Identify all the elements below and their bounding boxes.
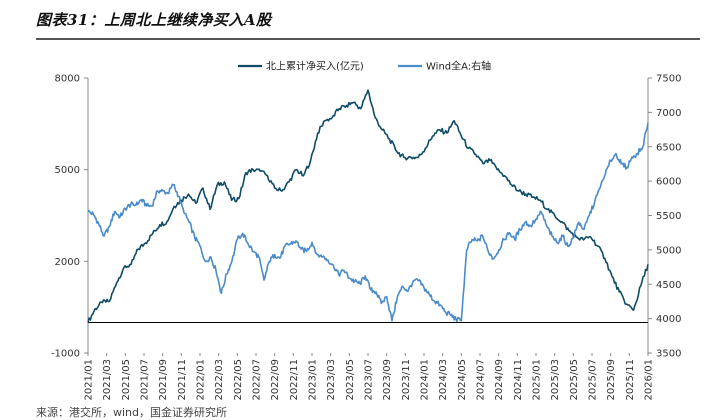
x-tick-label: 2021/05 [121,359,132,401]
series-line-wind [87,122,649,323]
x-tick-label: 2022/11 [289,359,300,401]
left-tick-label: 2000 [55,257,80,268]
x-tick-label: 2024/11 [513,359,524,401]
x-tick-label: 2024/09 [494,359,505,401]
x-tick-label: 2025/01 [532,359,543,401]
series-line-northbound [87,89,649,323]
right-tick-label: 3500 [656,349,681,360]
x-tick-label: 2021/07 [140,359,151,401]
title-rule [36,38,700,40]
right-tick-label: 4500 [656,280,681,291]
right-tick-label: 7500 [656,74,681,85]
x-tick-label: 2025/03 [550,359,561,401]
x-tick-label: 2022/03 [214,359,225,401]
right-tick-label: 6000 [656,177,681,188]
x-tick-label: 2025/11 [625,359,636,401]
source-note: 来源：港交所，wind，国金证券研究所 [36,406,228,419]
right-tick-label: 6500 [656,142,681,153]
x-tick-label: 2025/05 [569,359,580,401]
x-tick-label: 2023/07 [364,359,375,401]
right-tick-label: 5500 [656,211,681,222]
x-tick-label: 2024/01 [420,359,431,401]
x-tick-label: 2025/07 [588,359,599,401]
legend-label-wind: Wind全A:右轴 [426,60,491,73]
figure-title: 图表31：上周北上继续净买入A股 [36,11,272,29]
x-tick-label: 2024/07 [476,359,487,401]
right-tick-label: 7000 [656,108,681,119]
x-tick-label: 2021/01 [84,359,95,401]
x-tick-label: 2023/09 [382,359,393,401]
x-tick-label: 2021/03 [102,359,113,401]
x-tick-label: 2024/03 [438,359,449,401]
x-tick-label: 2023/01 [308,359,319,401]
left-tick-label: 5000 [55,165,80,176]
x-tick-label: 2021/11 [177,359,188,401]
x-tick-label: 2022/09 [270,359,281,401]
x-tick-label: 2023/05 [345,359,356,401]
x-tick-label: 2022/07 [252,359,263,401]
x-tick-label: 2026/01 [644,359,655,401]
x-tick-label: 2022/01 [196,359,207,401]
x-tick-label: 2021/09 [158,359,169,401]
left-tick-label: 8000 [55,74,80,85]
right-tick-label: 4000 [656,314,681,325]
x-tick-label: 2023/03 [326,359,337,401]
left-tick-label: -1000 [51,349,80,360]
legend-label-northbound: 北上累计净买入(亿元) [266,60,364,73]
x-tick-label: 2022/05 [233,359,244,401]
x-tick-label: 2023/11 [401,359,412,401]
x-tick-label: 2025/09 [606,359,617,401]
right-tick-label: 5000 [656,245,681,256]
x-tick-label: 2024/05 [457,359,468,401]
